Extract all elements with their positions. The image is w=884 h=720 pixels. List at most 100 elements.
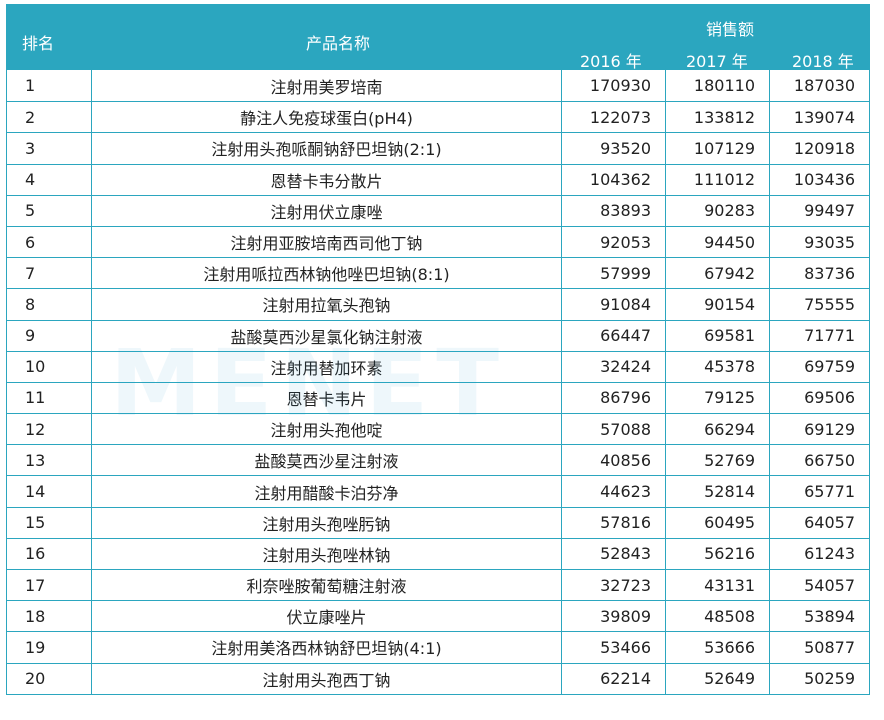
sales-2016-cell: 44623	[561, 476, 665, 507]
sales-2017-cell: 52769	[665, 445, 769, 476]
product-name-cell: 注射用哌拉西林钠他唑巴坦钠(8:1)	[91, 258, 561, 289]
product-name-cell: 伏立康唑片	[91, 601, 561, 632]
table-row: 11 恩替卡韦片 86796 79125 69506	[7, 381, 869, 414]
sales-2018-cell: 50877	[769, 632, 869, 663]
sales-2016-cell: 57816	[561, 507, 665, 538]
sales-2017-cell: 69581	[665, 320, 769, 351]
sales-2016-cell: 40856	[561, 445, 665, 476]
year-2018-column-header: 2018 年	[792, 52, 854, 71]
sales-2017-cell: 180110	[665, 70, 769, 102]
product-name-cell: 注射用替加环素	[91, 351, 561, 382]
sales-2017-cell: 94450	[665, 226, 769, 258]
rank-cell: 9	[25, 326, 36, 346]
sales-2016-cell: 32424	[561, 351, 665, 382]
rank-column-header: 排名	[22, 34, 55, 53]
product-name-cell: 盐酸莫西沙星注射液	[91, 445, 561, 476]
table-row: 19 注射用美洛西林钠舒巴坦钠(4:1) 53466 53666 50877	[7, 631, 869, 663]
table-row: 2 静注人免疫球蛋白(pH4) 122073 133812 139074	[7, 101, 869, 133]
sales-2018-cell: 65771	[769, 476, 869, 507]
sales-2016-cell: 62214	[561, 663, 665, 694]
product-name-cell: 注射用拉氧头孢钠	[91, 289, 561, 320]
table-row: 10 注射用替加环素 32424 45378 69759	[7, 350, 869, 382]
product-name-cell: 利奈唑胺葡萄糖注射液	[91, 570, 561, 601]
sales-2016-cell: 53466	[561, 632, 665, 663]
sales-ranking-table: 排名 产品名称 销售额 2016 年 2017 年 2018 年 1 注射用美罗培…	[6, 4, 870, 695]
product-name-cell: 注射用头孢哌酮钠舒巴坦钠(2:1)	[91, 133, 561, 164]
product-name-cell: 注射用头孢他啶	[91, 414, 561, 445]
product-name-cell: 恩替卡韦分散片	[91, 164, 561, 195]
rank-cell: 10	[25, 357, 46, 377]
sales-2018-cell: 71771	[769, 320, 869, 351]
sales-2017-cell: 67942	[665, 258, 769, 289]
product-name-cell: 注射用头孢唑林钠	[91, 538, 561, 569]
table-row: 8 注射用拉氧头孢钠 91084 90154 75555	[7, 288, 869, 320]
sales-2016-cell: 57999	[561, 258, 665, 289]
rank-cell: 12	[25, 419, 46, 439]
table-row: 1 注射用美罗培南 170930 180110 187030	[7, 70, 869, 102]
sales-2018-cell: 69759	[769, 351, 869, 382]
table-row: 12 注射用头孢他啶 57088 66294 69129	[7, 413, 869, 445]
product-name-column-header: 产品名称	[306, 34, 371, 53]
table-row: 4 恩替卡韦分散片 104362 111012 103436	[7, 163, 869, 195]
sales-2018-cell: 66750	[769, 445, 869, 476]
rank-cell: 11	[25, 388, 46, 408]
sales-2017-cell: 60495	[665, 507, 769, 538]
sales-2016-cell: 66447	[561, 320, 665, 351]
table-row: 17 利奈唑胺葡萄糖注射液 32723 43131 54057	[7, 569, 869, 601]
year-2016-column-header: 2016 年	[580, 52, 642, 71]
table-row: 20 注射用头孢西丁钠 62214 52649 50259	[7, 662, 869, 694]
sales-2018-cell: 139074	[769, 102, 869, 133]
table-row: 5 注射用伏立康唑 83893 90283 99497	[7, 194, 869, 226]
sales-2018-cell: 61243	[769, 538, 869, 569]
product-name-cell: 盐酸莫西沙星氯化钠注射液	[91, 320, 561, 351]
table-row: 16 注射用头孢唑林钠 52843 56216 61243	[7, 537, 869, 569]
product-name-cell: 注射用头孢西丁钠	[91, 663, 561, 694]
product-name-cell: 注射用亚胺培南西司他丁钠	[91, 226, 561, 258]
rank-cell: 1	[25, 76, 36, 96]
rank-cell: 20	[25, 669, 46, 689]
rank-cell: 4	[25, 170, 36, 190]
sales-2018-cell: 120918	[769, 133, 869, 164]
table-row: 18 伏立康唑片 39809 48508 53894	[7, 600, 869, 632]
sales-2016-cell: 91084	[561, 289, 665, 320]
rank-cell: 8	[25, 294, 36, 314]
product-name-cell: 注射用伏立康唑	[91, 195, 561, 226]
sales-2017-cell: 53666	[665, 632, 769, 663]
sales-2018-cell: 93035	[769, 226, 869, 258]
sales-2017-cell: 45378	[665, 351, 769, 382]
sales-2017-cell: 56216	[665, 538, 769, 569]
table-header: 排名 产品名称 销售额 2016 年 2017 年 2018 年	[6, 4, 870, 71]
rank-cell: 3	[25, 138, 36, 158]
sales-2016-cell: 104362	[561, 164, 665, 195]
sales-2017-cell: 43131	[665, 570, 769, 601]
sales-2018-cell: 54057	[769, 570, 869, 601]
sales-2016-cell: 122073	[561, 102, 665, 133]
table-row: 13 盐酸莫西沙星注射液 40856 52769 66750	[7, 444, 869, 476]
sales-2018-cell: 187030	[769, 70, 869, 102]
sales-2018-cell: 69129	[769, 414, 869, 445]
table-row: 6 注射用亚胺培南西司他丁钠 92053 94450 93035	[7, 225, 869, 258]
sales-2016-cell: 83893	[561, 195, 665, 226]
sales-2018-cell: 69506	[769, 382, 869, 414]
sales-2018-cell: 103436	[769, 164, 869, 195]
product-name-cell: 注射用美洛西林钠舒巴坦钠(4:1)	[91, 632, 561, 663]
sales-2017-cell: 133812	[665, 102, 769, 133]
sales-2017-cell: 111012	[665, 164, 769, 195]
table-body: 1 注射用美罗培南 170930 180110 187030 2 静注人免疫球蛋白(pH4)…	[6, 70, 870, 695]
sales-2016-cell: 39809	[561, 601, 665, 632]
year-2017-column-header: 2017 年	[686, 52, 748, 71]
table-row: 9 盐酸莫西沙星氯化钠注射液 66447 69581 71771	[7, 319, 869, 351]
sales-2016-cell: 86796	[561, 382, 665, 414]
sales-2017-cell: 48508	[665, 601, 769, 632]
rank-cell: 17	[25, 575, 46, 595]
sales-2016-cell: 52843	[561, 538, 665, 569]
product-name-cell: 恩替卡韦片	[91, 382, 561, 414]
rank-cell: 18	[25, 606, 46, 626]
sales-2017-cell: 52814	[665, 476, 769, 507]
sales-2017-cell: 107129	[665, 133, 769, 164]
table-row: 7 注射用哌拉西林钠他唑巴坦钠(8:1) 57999 67942 83736	[7, 257, 869, 289]
sales-2018-cell: 75555	[769, 289, 869, 320]
sales-2017-cell: 52649	[665, 663, 769, 694]
rank-cell: 2	[25, 107, 36, 127]
table-row: 14 注射用醋酸卡泊芬净 44623 52814 65771	[7, 475, 869, 507]
